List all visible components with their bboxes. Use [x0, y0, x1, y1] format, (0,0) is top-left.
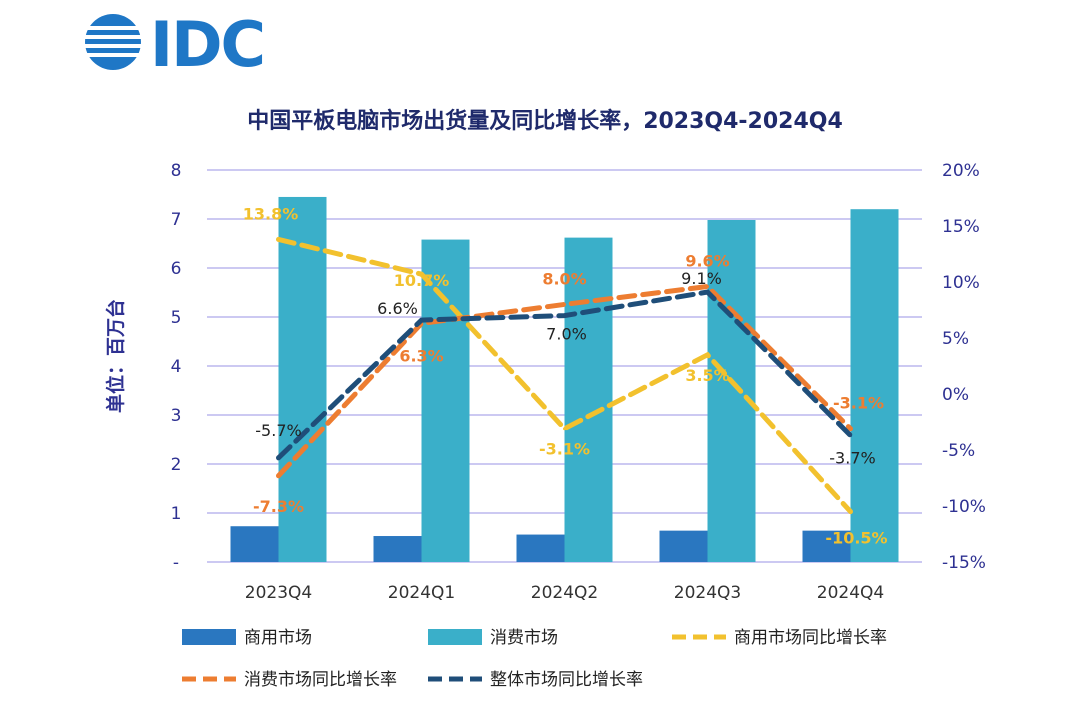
series-point: [277, 474, 280, 478]
data-label: -3.7%: [829, 448, 875, 467]
left-tick-label: 8: [171, 161, 182, 181]
series-point: [563, 314, 566, 318]
category-label: 2024Q2: [531, 583, 598, 603]
series-point: [277, 237, 280, 241]
category-label: 2023Q4: [245, 583, 312, 603]
data-label: 10.7%: [394, 271, 450, 290]
series-point: [420, 272, 423, 276]
data-label: -3.1%: [539, 440, 590, 459]
data-label: -3.1%: [833, 394, 884, 413]
series-point: [563, 302, 566, 306]
data-label: -7.3%: [253, 497, 304, 516]
right-axis-ticks: -15% -10% -5% 0% 5% 10% 15% 20%: [942, 161, 986, 573]
category-label: 2024Q3: [674, 583, 741, 603]
left-tick-label: 4: [171, 357, 182, 377]
data-label: 8.0%: [542, 269, 586, 288]
category-label: 2024Q1: [388, 583, 455, 603]
legend-swatch: [428, 629, 482, 645]
series-point: [706, 290, 709, 294]
left-tick-label: 5: [171, 308, 182, 328]
legend-label: 商用市场同比增长率: [734, 628, 887, 648]
series-point: [420, 318, 423, 322]
legend-label: 整体市场同比增长率: [490, 670, 643, 690]
logo-globe-icon: [85, 14, 141, 70]
left-axis-ticks: - 1 2 3 4 5 6 7 8: [171, 161, 182, 573]
series-point: [849, 510, 852, 514]
data-label: 9.1%: [681, 269, 722, 288]
logo-text: IDC: [150, 8, 264, 81]
bar: [278, 196, 327, 562]
right-tick-label: 0%: [942, 385, 969, 405]
bar: [564, 237, 613, 562]
left-tick-label: 6: [171, 259, 182, 279]
category-label: 2024Q4: [817, 583, 884, 603]
right-tick-label: 20%: [942, 161, 980, 181]
data-labels: 13.8% 10.7% -3.1% 3.5% -10.5% -7.3% 6.3% 8.0% 9.…: [243, 204, 888, 547]
bar: [421, 239, 470, 562]
legend-swatch: [182, 629, 236, 645]
series-point: [277, 456, 280, 460]
bar: [659, 530, 708, 562]
bar: [230, 526, 279, 562]
series-point: [706, 284, 709, 288]
right-tick-label: -10%: [942, 497, 986, 517]
left-tick-label: 2: [171, 455, 182, 475]
right-tick-label: 5%: [942, 329, 969, 349]
data-label: -10.5%: [825, 529, 887, 548]
bar: [373, 536, 422, 562]
right-tick-label: 10%: [942, 273, 980, 293]
right-tick-label: -5%: [942, 441, 975, 461]
logo-globe-stripes: [82, 26, 144, 57]
left-tick-label: 7: [171, 210, 182, 230]
legend-label: 消费市场: [490, 628, 558, 648]
data-label: 9.6%: [685, 251, 729, 270]
data-label: 6.6%: [377, 299, 418, 318]
data-label: 7.0%: [546, 325, 587, 344]
chart-title: 中国平板电脑市场出货量及同比增长率，2023Q4-2024Q4: [247, 108, 843, 134]
left-tick-label: -: [173, 553, 179, 573]
series-point: [849, 433, 852, 437]
legend-label: 消费市场同比增长率: [244, 670, 397, 690]
bar: [707, 219, 756, 563]
series-point: [849, 427, 852, 431]
data-label: 13.8%: [243, 204, 299, 223]
idc-logo: IDC: [82, 8, 266, 81]
series-point: [563, 427, 566, 431]
data-label: -5.7%: [255, 421, 301, 440]
series-point: [706, 353, 709, 357]
right-tick-label: -15%: [942, 553, 986, 573]
lines: [276, 236, 853, 515]
data-label: 6.3%: [399, 346, 443, 365]
category-labels: 2023Q4 2024Q1 2024Q2 2024Q3 2024Q4: [245, 583, 884, 603]
right-tick-label: 15%: [942, 217, 980, 237]
bar: [850, 209, 899, 562]
left-tick-label: 1: [171, 504, 182, 524]
bar: [802, 530, 851, 562]
left-tick-label: 3: [171, 406, 182, 426]
bars: [230, 196, 899, 563]
y-axis-label: 单位：百万台: [104, 299, 127, 413]
bar: [516, 534, 565, 562]
legend-label: 商用市场: [244, 628, 312, 648]
data-label: 3.5%: [685, 366, 729, 385]
